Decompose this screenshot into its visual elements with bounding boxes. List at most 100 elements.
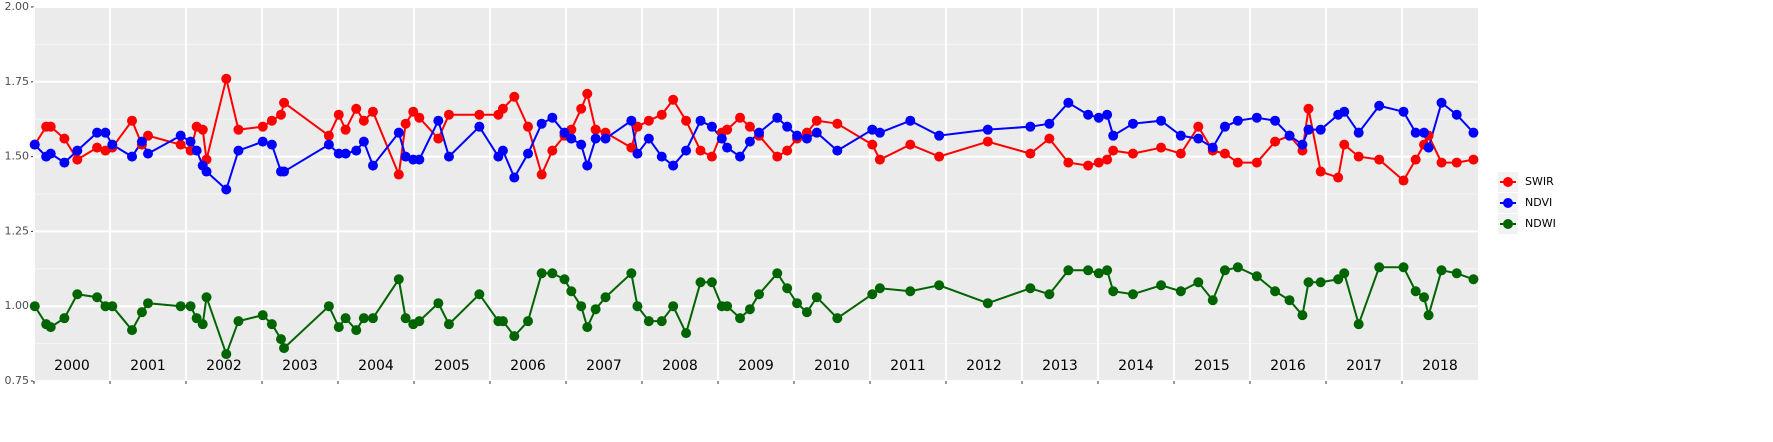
point <box>576 139 587 150</box>
legend-label: NDVI <box>1525 196 1552 209</box>
point <box>643 133 654 144</box>
point <box>1093 268 1104 279</box>
point <box>201 166 212 177</box>
point <box>443 109 454 120</box>
point <box>1270 136 1281 147</box>
point <box>1303 103 1314 114</box>
point <box>1436 97 1447 108</box>
point <box>716 133 727 144</box>
point <box>185 301 196 312</box>
point <box>1175 130 1186 141</box>
point <box>1468 154 1479 165</box>
point <box>576 103 587 114</box>
point <box>92 127 103 138</box>
point <box>582 88 593 99</box>
point <box>600 133 611 144</box>
point <box>874 283 885 294</box>
point <box>143 148 153 159</box>
point <box>257 121 268 132</box>
point <box>1270 115 1281 126</box>
point <box>59 157 70 168</box>
point <box>582 322 593 333</box>
point <box>547 145 558 156</box>
point <box>982 136 993 147</box>
point <box>1044 118 1055 129</box>
point <box>107 139 118 150</box>
point <box>1127 148 1138 159</box>
point <box>497 316 508 327</box>
point <box>1193 133 1204 144</box>
point <box>1398 106 1409 117</box>
point <box>523 121 533 132</box>
point <box>754 127 765 138</box>
point <box>536 169 547 180</box>
point <box>1193 121 1204 132</box>
point <box>358 313 369 324</box>
point <box>1374 262 1385 273</box>
point <box>340 124 351 135</box>
point <box>351 145 362 156</box>
point <box>576 301 587 312</box>
point <box>175 301 186 312</box>
point <box>811 292 822 303</box>
point <box>1339 139 1350 150</box>
x-tick-label: 2000 <box>54 358 90 374</box>
point <box>566 286 577 297</box>
point <box>656 109 667 120</box>
point <box>782 145 793 156</box>
point <box>1468 274 1479 285</box>
point <box>1423 310 1434 321</box>
point <box>982 124 993 135</box>
point <box>867 139 878 150</box>
point <box>632 148 643 159</box>
point <box>414 316 425 327</box>
point <box>1175 148 1186 159</box>
point <box>266 115 277 126</box>
point <box>1083 160 1094 171</box>
point <box>1339 268 1350 279</box>
point <box>590 133 601 144</box>
point <box>905 286 916 297</box>
x-tick-label: 2005 <box>434 358 470 374</box>
point <box>681 115 692 126</box>
point <box>1025 283 1036 294</box>
point <box>1353 127 1364 138</box>
point <box>1339 106 1350 117</box>
point <box>221 349 232 360</box>
point <box>1102 265 1113 276</box>
point <box>982 298 993 309</box>
point <box>233 124 244 135</box>
point <box>1219 148 1230 159</box>
point <box>1193 277 1204 288</box>
point <box>695 145 706 156</box>
point <box>276 334 286 345</box>
point <box>874 127 885 138</box>
point <box>1127 289 1138 300</box>
x-tick-label: 2014 <box>1118 358 1154 374</box>
point <box>934 151 945 162</box>
x-tick-label: 2012 <box>966 358 1002 374</box>
point <box>201 292 212 303</box>
point <box>433 115 444 126</box>
point <box>1108 130 1119 141</box>
x-tick-label: 2009 <box>738 358 774 374</box>
point <box>681 328 692 339</box>
x-tick-label: 2007 <box>586 358 622 374</box>
point <box>107 301 118 312</box>
point <box>626 115 637 126</box>
point <box>1297 139 1308 150</box>
point <box>1451 268 1462 279</box>
point <box>559 274 570 285</box>
point <box>934 130 945 141</box>
point <box>934 280 945 291</box>
point <box>414 154 425 165</box>
point <box>1419 292 1430 303</box>
point <box>197 319 208 330</box>
point <box>1093 157 1104 168</box>
legend-marker <box>1503 177 1513 187</box>
point <box>1468 127 1479 138</box>
point <box>1251 112 1262 123</box>
x-tick-label: 2008 <box>662 358 698 374</box>
point <box>1374 100 1385 111</box>
point <box>536 268 547 279</box>
